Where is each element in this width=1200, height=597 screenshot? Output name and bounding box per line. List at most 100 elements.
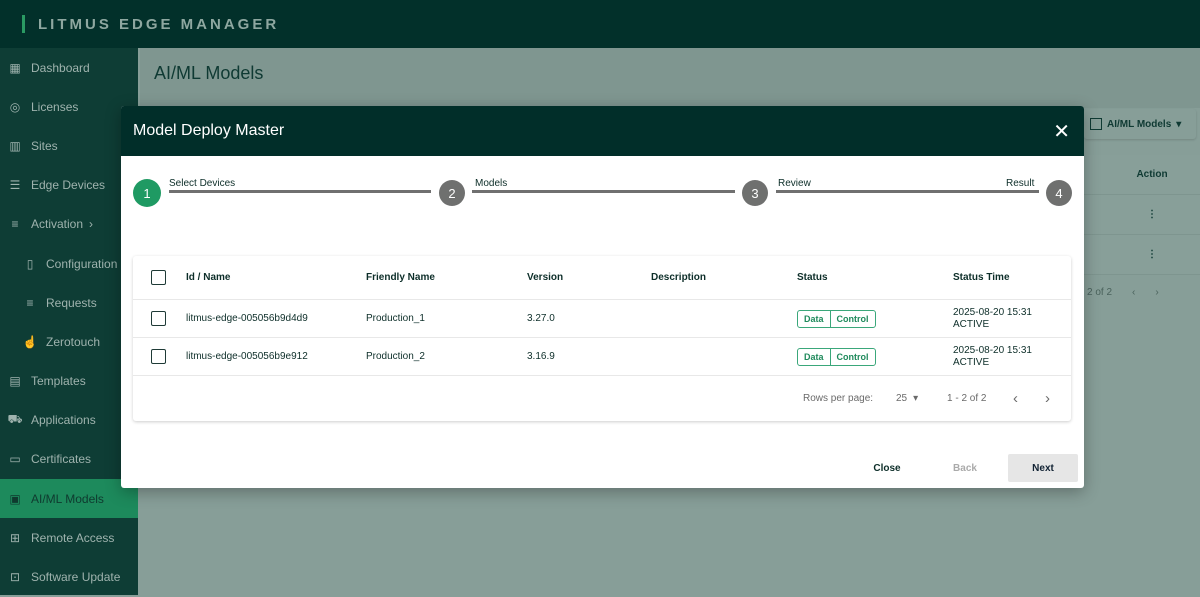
column-header[interactable]: Status Time: [953, 272, 1010, 283]
sidebar-item-label: Applications: [31, 413, 96, 428]
sidebar-item-dashboard[interactable]: ▦ Dashboard: [0, 48, 138, 87]
next-page-icon[interactable]: ›: [1155, 287, 1159, 298]
step-connector: [169, 190, 431, 193]
sidebar-item-sites[interactable]: ▥ Sites: [0, 126, 138, 165]
step-connector: [776, 190, 1039, 193]
dialog-title: Model Deploy Master: [133, 122, 285, 139]
dialog-footer: Close Back Next: [844, 454, 1078, 482]
dropdown-label: AI/ML Models: [1107, 118, 1172, 130]
requests-icon: ≡: [26, 295, 34, 310]
brand-name: LITMUS EDGE MANAGER: [38, 15, 280, 33]
status-time: 2025-08-20 15:31: [953, 306, 1032, 318]
row-menu-button[interactable]: ⋮: [1084, 235, 1200, 275]
activation-icon: ≡: [11, 217, 19, 232]
rows-per-page-value: 25: [896, 392, 908, 404]
step-connector: [472, 190, 735, 193]
sidebar-item-label: Configuration: [46, 256, 118, 271]
back-button[interactable]: Back: [953, 462, 977, 474]
column-header[interactable]: Status: [797, 272, 828, 283]
sidebar-item-applications[interactable]: ⛟ Applications: [0, 401, 138, 440]
column-header[interactable]: Friendly Name: [366, 272, 435, 283]
step-1: 1: [133, 179, 161, 207]
step-label: Select Devices: [169, 178, 236, 189]
caret-down-icon: ▾: [913, 392, 919, 404]
sidebar: ▦ Dashboard ◎ Licenses ▥ Sites ☰ Edge Devices ≡ A…: [0, 48, 138, 595]
pagination-range: 1 - 2 of 2: [947, 392, 987, 404]
row-checkbox[interactable]: [151, 311, 166, 326]
sidebar-item-configuration[interactable]: ▯ Configuration: [0, 244, 138, 283]
device-id: litmus-edge-005056b9d4d9: [186, 313, 308, 324]
prev-page-icon[interactable]: ‹: [1132, 287, 1136, 298]
device-state: ACTIVE: [953, 356, 990, 368]
stepper: 1 Select Devices 2 Models 3 Review Resul…: [121, 156, 1084, 226]
sidebar-item-requests[interactable]: ≡ Requests: [0, 283, 138, 322]
zerotouch-icon: ☝: [22, 334, 38, 349]
device-state: ACTIVE: [953, 318, 990, 330]
sidebar-item-label: Edge Devices: [31, 178, 106, 193]
row-menu-button[interactable]: ⋮: [1084, 195, 1200, 235]
sidebar-item-edge-devices[interactable]: ☰ Edge Devices: [0, 166, 138, 205]
next-page-icon[interactable]: ›: [1045, 389, 1050, 407]
sidebar-item-licenses[interactable]: ◎ Licenses: [0, 87, 138, 126]
sidebar-item-label: Remote Access: [31, 530, 115, 545]
close-icon[interactable]: ✕: [1053, 120, 1070, 143]
sidebar-item-label: Dashboard: [31, 60, 90, 75]
rows-per-page-select[interactable]: 25 ▾: [896, 378, 918, 418]
aiml-icon: ▣: [9, 491, 21, 506]
sidebar-item-label: Software Update: [31, 570, 121, 585]
sidebar-item-activation[interactable]: ≡ Activation ›: [0, 205, 138, 244]
device-id: litmus-edge-005056b9e912: [186, 351, 308, 362]
remote-access-icon: ⊞: [9, 530, 21, 545]
step-label: Review: [778, 178, 811, 189]
applications-icon: ⛟: [7, 412, 23, 427]
column-header[interactable]: Id / Name: [186, 272, 231, 283]
list-icon: ☰: [9, 178, 21, 193]
column-header[interactable]: Version: [527, 272, 564, 283]
sidebar-item-certificates[interactable]: ▭ Certificates: [0, 440, 138, 479]
status-badge: Data Control: [797, 347, 876, 366]
status-time: 2025-08-20 15:31: [953, 344, 1032, 356]
sidebar-item-remote-access[interactable]: ⊞ Remote Access: [0, 518, 138, 557]
sidebar-item-label: Templates: [31, 374, 86, 389]
background-pagination: 2 of 2 ‹ ›: [1087, 287, 1159, 298]
devices-table: Id / Name Friendly Name Version Descript…: [133, 256, 1071, 421]
pagination-range: 2 of 2: [1087, 287, 1113, 298]
dashboard-icon: ▦: [9, 60, 21, 75]
row-checkbox[interactable]: [151, 349, 166, 364]
next-button[interactable]: Next: [1008, 454, 1078, 482]
chart-icon: [1090, 118, 1102, 130]
sidebar-item-label: Sites: [31, 138, 58, 153]
control-status: Control: [829, 348, 875, 365]
sidebar-item-software-update[interactable]: ⊡ Software Update: [0, 557, 138, 596]
status-badge: Data Control: [797, 309, 876, 328]
table-header: Id / Name Friendly Name Version Descript…: [133, 256, 1071, 300]
table-row[interactable]: litmus-edge-005056b9d4d9 Production_1 3.…: [133, 300, 1071, 338]
sidebar-item-label: Licenses: [31, 99, 79, 114]
configuration-icon: ▯: [26, 256, 34, 271]
aiml-models-dropdown[interactable]: AI/ML Models ▾: [1084, 109, 1196, 139]
version: 3.27.0: [527, 313, 555, 324]
sidebar-item-ai-ml-models[interactable]: ▣ AI/ML Models: [0, 479, 138, 519]
litmus-logo-icon: [22, 15, 30, 33]
background-table: Action ⋮ ⋮: [1084, 155, 1200, 275]
rows-per-page-label: Rows per page:: [803, 392, 874, 404]
version: 3.16.9: [527, 351, 555, 362]
step-label: Models: [475, 178, 508, 189]
chevron-right-icon: ›: [89, 217, 94, 232]
prev-page-icon[interactable]: ‹: [1013, 389, 1018, 407]
caret-down-icon: ▾: [1176, 118, 1182, 130]
friendly-name: Production_2: [366, 351, 425, 362]
sidebar-item-label: Certificates: [31, 452, 92, 467]
step-3: 3: [742, 180, 768, 206]
sidebar-item-label: AI/ML Models: [31, 491, 104, 506]
step-2: 2: [439, 180, 465, 206]
table-row[interactable]: litmus-edge-005056b9e912 Production_2 3.…: [133, 338, 1071, 376]
column-header[interactable]: Description: [651, 272, 707, 283]
sidebar-item-templates[interactable]: ▤ Templates: [0, 362, 138, 401]
control-status: Control: [829, 310, 875, 327]
page-header: [140, 48, 1200, 108]
sidebar-item-zerotouch[interactable]: ☝ Zerotouch: [0, 322, 138, 361]
select-all-checkbox[interactable]: [151, 270, 166, 285]
close-button[interactable]: Close: [873, 462, 901, 474]
sidebar-item-label: Zerotouch: [46, 334, 101, 349]
